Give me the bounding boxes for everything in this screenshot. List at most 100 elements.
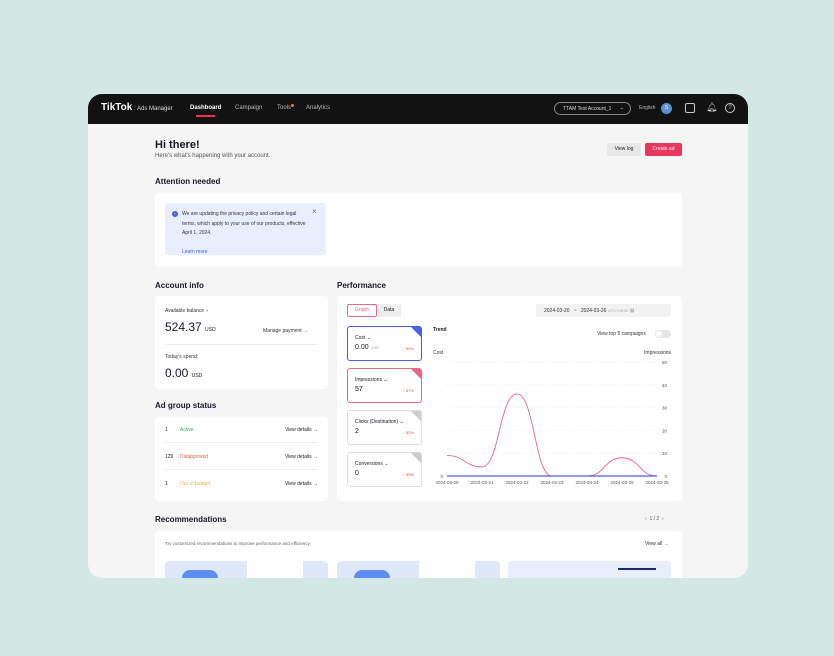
metric-value: 2 — [355, 428, 359, 435]
ad-group-status-title: Ad group status — [155, 401, 217, 410]
status-label: Out of budget — [180, 481, 211, 487]
nav-analytics[interactable]: Analytics — [306, 105, 331, 111]
label: Cost — [355, 335, 366, 341]
avatar[interactable]: S — [661, 103, 672, 114]
metric-label: Conversions ⌄ — [355, 461, 388, 467]
pages: 2 — [656, 516, 660, 522]
amount: 524.37 — [165, 320, 202, 334]
nav-tools[interactable]: Tools — [277, 104, 295, 111]
recommendation-card[interactable] — [165, 561, 328, 578]
nav-dashboard[interactable]: Dashboard — [190, 105, 221, 117]
metric-change: ↓ 82% — [402, 430, 414, 435]
close-icon[interactable]: × — [312, 207, 317, 216]
attention-card: i We are updating the privacy policy and… — [155, 193, 682, 267]
label: Available balance — [165, 308, 205, 314]
notification-dot — [291, 104, 295, 107]
view-all-link[interactable]: View all → — [645, 541, 669, 547]
x-tick-label: 2024-03-24 — [575, 480, 599, 485]
info-icon: i — [172, 211, 178, 217]
top-campaigns-toggle[interactable] — [655, 330, 671, 338]
bell-icon[interactable]: 🔔︎ — [706, 102, 718, 112]
manage-payment-link[interactable]: Manage payment → — [263, 328, 309, 334]
date-end: 2024-03-26 — [580, 308, 607, 314]
metric-value: 57 — [355, 386, 363, 393]
page-title: Hi there! — [155, 139, 200, 151]
active-indicator — [196, 115, 216, 117]
toggle-knob — [656, 331, 662, 337]
account-name: TTAM Test Account_1 — [563, 106, 612, 112]
tab-graph[interactable]: Graph — [347, 304, 377, 317]
chevron-down-icon: ⌄ — [384, 461, 389, 467]
y-tick-label: 0 — [664, 474, 667, 479]
ad-group-status-row: 1 Active View details → — [165, 417, 318, 443]
app-window: TikTok : Ads Manager Dashboard Campaign … — [88, 94, 748, 578]
attention-title: Attention needed — [155, 177, 221, 186]
label: Conversions — [355, 461, 383, 467]
status-label: Disapproved — [180, 454, 209, 460]
info-icon[interactable]: ● — [205, 308, 209, 314]
metric-label: Impressions ⌄ — [355, 377, 388, 383]
balance-value: 524.37 USD — [165, 320, 216, 334]
x-tick-label: 2024-03-20 — [435, 480, 459, 485]
metric-card[interactable]: Impressions ⌄ 57 ↓ 67% — [347, 368, 422, 403]
currency: USD — [191, 373, 203, 379]
metric-card[interactable]: Conversions ⌄ 0 ↓ 99% — [347, 452, 422, 487]
ad-group-status-card: 1 Active View details → 129 Disapproved View … — [155, 417, 328, 501]
metric-label: Cost ⌄ — [355, 335, 371, 341]
next-icon[interactable]: › — [661, 516, 664, 522]
y-tick-label: 50 — [662, 360, 668, 365]
x-tick-label: 2024-03-25 — [610, 480, 634, 485]
inbox-icon[interactable] — [685, 103, 695, 113]
illustration — [354, 570, 390, 578]
metric-card[interactable]: Clicks (Destination) ⌄ 2 ↓ 82% — [347, 410, 422, 445]
status-count: 1 — [165, 427, 168, 433]
nav-campaign[interactable]: Campaign — [235, 105, 263, 111]
view-details-link[interactable]: View details → — [285, 427, 318, 433]
recommendation-card[interactable] — [337, 561, 500, 578]
ad-group-status-row: 129 Disapproved View details → — [165, 444, 318, 470]
account-info-card: Available balance ● 524.37 USD Manage pa… — [155, 296, 328, 389]
illustration — [419, 561, 475, 578]
spend-value: 0.00 USD — [165, 366, 202, 380]
y-axis-right-label: Impressions — [644, 350, 671, 356]
account-selector[interactable]: TTAM Test Account_1 ⌄ — [554, 102, 631, 115]
notice-text: We are updating the privacy policy and c… — [182, 211, 306, 236]
recommendation-card[interactable] — [508, 561, 671, 578]
create-ad-button[interactable]: Create ad — [645, 143, 682, 156]
metric-value: 0 — [355, 470, 359, 477]
page: 1 — [649, 516, 653, 522]
y-tick-label: 40 — [662, 383, 668, 388]
help-icon[interactable]: ? — [725, 103, 735, 113]
value: 57 — [355, 386, 363, 393]
metric-card[interactable]: Cost ⌄ 0.00 USD ↓ 99% — [347, 326, 422, 361]
tiktok-logo[interactable]: TikTok : Ads Manager — [101, 102, 173, 113]
prev-icon[interactable]: ‹ — [645, 516, 647, 522]
value: 0.00 — [355, 344, 369, 351]
status-count: 129 — [165, 454, 174, 460]
top-nav: TikTok : Ads Manager Dashboard Campaign … — [88, 94, 748, 124]
status-label: Active — [180, 427, 194, 433]
chevron-down-icon: ⌄ — [366, 335, 371, 341]
date-range-picker[interactable]: 2024-03-20 ~ 2024-03-26 UTC+08:00 ▦ — [536, 304, 671, 317]
illustration — [618, 568, 656, 570]
view-details-link[interactable]: View details → — [285, 481, 318, 487]
divider — [165, 344, 318, 345]
metric-value: 0.00 USD — [355, 344, 379, 351]
nav-label: Tools — [277, 105, 292, 111]
chevron-down-icon: ⌄ — [399, 419, 404, 425]
status-count: 1 — [165, 481, 168, 487]
view-details-link[interactable]: View details → — [285, 454, 318, 460]
chevron-down-icon: ⌄ — [619, 105, 624, 111]
value: 2 — [355, 428, 359, 435]
view-log-button[interactable]: View log — [607, 143, 641, 156]
language-selector[interactable]: English — [639, 105, 656, 111]
metric-change: ↓ 99% — [402, 472, 414, 477]
tab-data[interactable]: Data — [377, 304, 401, 317]
x-tick-label: 2024-03-21 — [470, 480, 494, 485]
selected-corner — [411, 327, 421, 337]
recommendations-pager: ‹ 1 / 2 › — [645, 516, 664, 522]
selected-corner — [411, 453, 421, 463]
selected-corner — [411, 411, 421, 421]
label: Clicks (Destination) — [355, 419, 399, 425]
learn-more-link[interactable]: Learn more — [182, 249, 208, 255]
